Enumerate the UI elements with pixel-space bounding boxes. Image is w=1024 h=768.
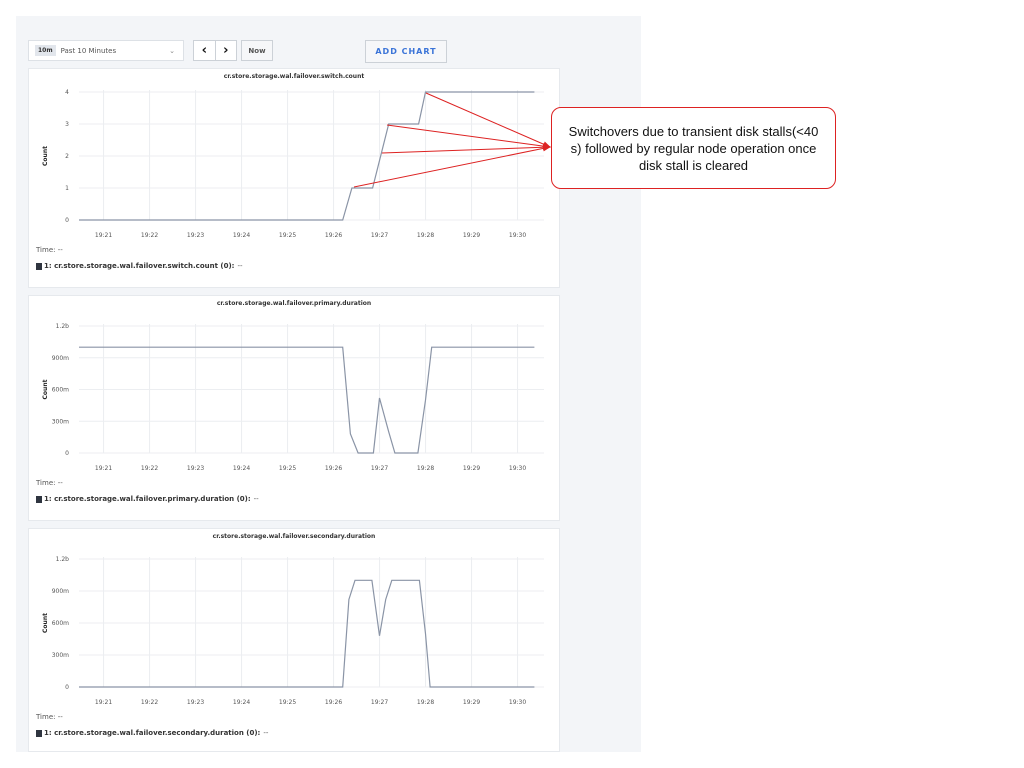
chart-card-switch-count: cr.store.storage.wal.failover.switch.cou… [28,68,560,288]
x-tick-label: 19:29 [463,465,480,472]
chart-plot: 0 300m 600m 900m 1.2b 19:21 19:22 19:23 19:24 19:… [42,323,544,472]
chevron-right-icon[interactable]: › [223,43,229,58]
time-value: -- [57,479,63,487]
x-tick-label: 19:28 [417,699,434,706]
x-tick-label: 19:27 [371,465,388,472]
time-readout: Time: -- [36,713,63,721]
time-value: -- [57,713,63,721]
y-tick-label: 300m [52,652,69,659]
legend-item: 1: cr.store.storage.wal.failover.switch.… [36,262,243,270]
x-tick-label: 19:22 [141,699,158,706]
x-tick-label: 19:29 [463,232,480,239]
time-label: Time: [36,246,56,254]
y-tick-label: 900m [52,588,69,595]
x-tick-label: 19:26 [325,465,342,472]
time-readout: Time: -- [36,246,63,254]
legend-value: -- [237,262,243,270]
legend-value: -- [263,729,269,737]
y-tick-label: 0 [65,684,69,691]
y-tick-label: 2 [65,153,69,160]
y-tick-label: 3 [65,121,69,128]
x-tick-label: 19:26 [325,699,342,706]
x-tick-label: 19:30 [509,465,526,472]
chevron-down-icon: ⌄ [169,46,175,55]
time-range-label: Past 10 Minutes [60,46,117,55]
x-tick-label: 19:29 [463,699,480,706]
x-tick-label: 19:21 [95,232,112,239]
x-tick-label: 19:28 [417,465,434,472]
x-tick-label: 19:26 [325,232,342,239]
add-chart-button[interactable]: ADD CHART [365,40,447,63]
y-tick-label: 300m [52,418,69,425]
y-tick-label: 1.2b [56,556,70,563]
legend-swatch [36,495,42,503]
x-tick-label: 19:27 [371,699,388,706]
x-tick-label: 19:22 [141,465,158,472]
chart-plot: 0 300m 600m 900m 1.2b 19:21 19:22 19:23 19:24 19:… [42,556,544,706]
x-tick-label: 19:23 [187,699,204,706]
x-tick-label: 19:21 [95,699,112,706]
y-axis-label: Count [42,379,49,399]
time-nav: ‹ › [193,40,237,61]
time-label: Time: [36,713,56,721]
time-range-badge: 10m [35,45,56,56]
x-tick-label: 19:25 [279,699,296,706]
y-tick-label: 600m [52,620,69,627]
time-readout: Time: -- [36,479,63,487]
y-tick-label: 0 [65,217,69,224]
chart-title: cr.store.storage.wal.failover.switch.cou… [223,73,365,80]
legend-label: 1: cr.store.storage.wal.failover.switch.… [44,262,235,270]
y-tick-label: 0 [65,450,69,457]
series-line [79,579,535,688]
annotation-callout: Switchovers due to transient disk stalls… [551,107,836,189]
y-axis-label: Count [42,613,49,633]
x-tick-label: 19:22 [141,232,158,239]
legend-item: 1: cr.store.storage.wal.failover.primary… [36,495,259,503]
series-line [79,346,535,454]
y-tick-label: 600m [52,387,69,394]
x-tick-label: 19:30 [509,232,526,239]
time-label: Time: [36,479,56,487]
chart-plot: 0 1 2 3 4 19:21 19:22 19:23 19:24 19:25 19:26 19:27… [42,89,544,239]
y-tick-label: 1 [65,185,69,192]
x-tick-label: 19:30 [509,699,526,706]
legend-swatch [36,262,42,270]
y-axis-label: Count [42,146,49,166]
chart-card-primary-duration: cr.store.storage.wal.failover.primary.du… [28,295,560,521]
x-tick-label: 19:24 [233,465,250,472]
legend-label: 1: cr.store.storage.wal.failover.seconda… [44,729,261,737]
y-tick-label: 1.2b [56,323,70,330]
x-tick-label: 19:23 [187,465,204,472]
x-tick-label: 19:28 [417,232,434,239]
legend-item: 1: cr.store.storage.wal.failover.seconda… [36,729,268,737]
x-tick-label: 19:25 [279,232,296,239]
legend-value: -- [253,495,259,503]
x-tick-label: 19:21 [95,465,112,472]
x-tick-label: 19:23 [187,232,204,239]
y-tick-label: 900m [52,355,69,362]
chart-card-secondary-duration: cr.store.storage.wal.failover.secondary.… [28,528,560,752]
chart-title: cr.store.storage.wal.failover.secondary.… [212,533,376,540]
time-value: -- [57,246,63,254]
chart-title: cr.store.storage.wal.failover.primary.du… [216,300,372,307]
chevron-left-icon[interactable]: ‹ [194,41,216,60]
x-tick-label: 19:27 [371,232,388,239]
legend-swatch [36,729,42,737]
legend-label: 1: cr.store.storage.wal.failover.primary… [44,495,251,503]
now-button[interactable]: Now [241,40,273,61]
y-tick-label: 4 [65,89,69,96]
x-tick-label: 19:25 [279,465,296,472]
time-range-select[interactable]: 10m Past 10 Minutes ⌄ [28,40,184,61]
x-tick-label: 19:24 [233,232,250,239]
x-tick-label: 19:24 [233,699,250,706]
